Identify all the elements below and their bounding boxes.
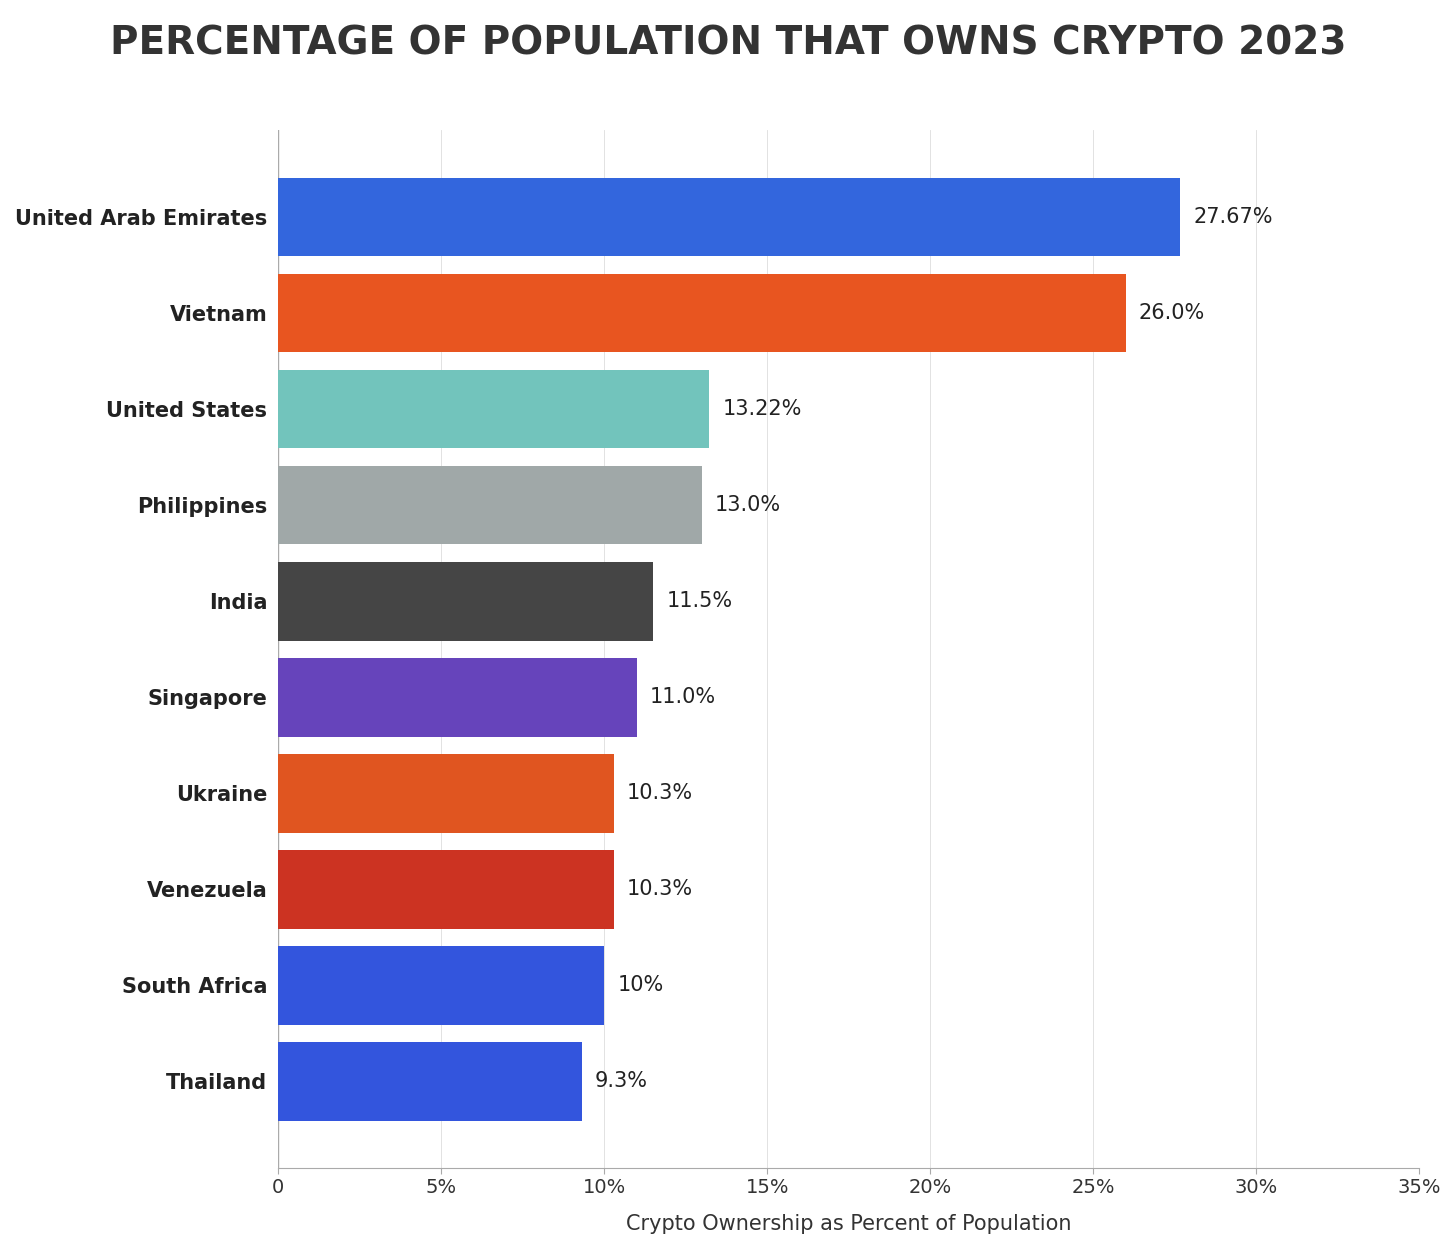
Text: 13.0%: 13.0%: [715, 495, 782, 515]
Bar: [278, 849, 614, 929]
Bar: [278, 945, 604, 1024]
Bar: [278, 658, 636, 737]
Bar: [278, 370, 709, 448]
Text: 9.3%: 9.3%: [594, 1072, 648, 1092]
Bar: [278, 1042, 581, 1120]
Text: 10.3%: 10.3%: [628, 879, 693, 899]
Text: 27.67%: 27.67%: [1194, 207, 1273, 227]
Bar: [278, 274, 1125, 352]
Bar: [278, 466, 702, 545]
Text: PERCENTAGE OF POPULATION THAT OWNS CRYPTO 2023: PERCENTAGE OF POPULATION THAT OWNS CRYPT…: [109, 25, 1347, 62]
Bar: [278, 177, 1181, 256]
Text: 10%: 10%: [617, 975, 664, 995]
Text: 11.5%: 11.5%: [667, 591, 732, 611]
Text: 10.3%: 10.3%: [628, 783, 693, 803]
Bar: [278, 754, 614, 833]
Bar: [278, 562, 654, 641]
X-axis label: Crypto Ownership as Percent of Population: Crypto Ownership as Percent of Populatio…: [626, 1214, 1072, 1234]
Text: 26.0%: 26.0%: [1139, 304, 1206, 323]
Text: 11.0%: 11.0%: [649, 687, 716, 707]
Text: 13.22%: 13.22%: [722, 400, 802, 420]
